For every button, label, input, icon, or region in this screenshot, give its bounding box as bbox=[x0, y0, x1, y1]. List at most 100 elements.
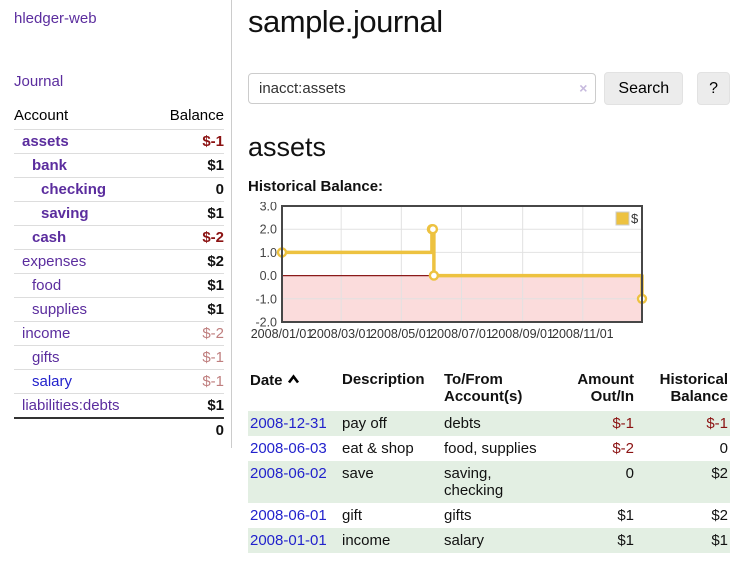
table-row: income $-2 bbox=[14, 321, 224, 346]
table-row: assets $-1 bbox=[14, 129, 224, 154]
table-row: gifts $-1 bbox=[14, 345, 224, 370]
account-balance: $1 bbox=[152, 393, 224, 418]
table-row: 2008-06-02 save saving, checking 0 $2 bbox=[248, 461, 730, 503]
transaction-description: income bbox=[340, 528, 442, 553]
table-row: saving $1 bbox=[14, 201, 224, 226]
svg-text:-2.0: -2.0 bbox=[255, 316, 277, 330]
sidebar-item-checking[interactable]: checking bbox=[41, 181, 107, 198]
table-row: cash $-2 bbox=[14, 225, 224, 250]
transaction-date-link[interactable]: 2008-12-31 bbox=[250, 415, 327, 432]
svg-text:2008/01/01: 2008/01/01 bbox=[251, 327, 314, 341]
register-col-amount: Amount Out/In bbox=[577, 371, 634, 405]
clear-search-icon[interactable]: × bbox=[579, 80, 588, 96]
accounts-header-row: Account Balance bbox=[14, 105, 224, 130]
sidebar-item-liabilities-debts[interactable]: liabilities:debts bbox=[22, 397, 120, 414]
accounts-table: Account Balance assets $-1 bank $1 check… bbox=[14, 105, 224, 442]
svg-text:-1.0: -1.0 bbox=[255, 292, 277, 306]
account-balance: $-1 bbox=[152, 345, 224, 370]
sidebar-item-bank[interactable]: bank bbox=[32, 157, 68, 174]
sidebar-item-assets[interactable]: assets bbox=[22, 133, 69, 150]
page-title: sample.journal bbox=[248, 4, 443, 39]
transaction-description: save bbox=[340, 461, 442, 503]
transaction-balance: 0 bbox=[719, 440, 728, 457]
search-form: × Search ? bbox=[248, 72, 730, 105]
register-col-description: Description bbox=[342, 371, 425, 388]
table-row: expenses $2 bbox=[14, 249, 224, 274]
transaction-balance: $-1 bbox=[636, 411, 730, 436]
transaction-amount: $-1 bbox=[550, 411, 636, 436]
transaction-date-link[interactable]: 2008-06-02 bbox=[250, 465, 327, 482]
table-row: 2008-06-01 gift gifts $1 $2 bbox=[248, 503, 730, 528]
app-brand-link[interactable]: hledger-web bbox=[14, 10, 97, 27]
table-row: salary $-1 bbox=[14, 369, 224, 394]
table-row: bank $1 bbox=[14, 153, 224, 178]
sidebar-item-income[interactable]: income bbox=[22, 325, 71, 342]
transaction-accounts: gifts bbox=[444, 507, 472, 524]
main-panel: sample.journal × Search ? assets Histori… bbox=[233, 0, 742, 553]
svg-text:0.0: 0.0 bbox=[260, 269, 277, 283]
register-table: Date Description To/From Account(s) Amou… bbox=[248, 369, 730, 553]
svg-text:2008/03/01: 2008/03/01 bbox=[310, 327, 373, 341]
svg-text:2008/11/01: 2008/11/01 bbox=[552, 327, 614, 341]
account-balance: $1 bbox=[152, 273, 224, 298]
sidebar-item-journal[interactable]: Journal bbox=[14, 73, 64, 90]
transaction-description: gift bbox=[342, 507, 363, 524]
svg-text:$: $ bbox=[631, 211, 639, 226]
account-balance: $-1 bbox=[152, 129, 224, 154]
table-row: 2008-12-31 pay off debts $-1 $-1 bbox=[248, 411, 730, 436]
account-balance: $1 bbox=[152, 201, 224, 226]
sort-ascending-icon bbox=[287, 371, 300, 388]
chart-heading: Historical Balance: bbox=[248, 178, 384, 195]
svg-text:2008/05/01: 2008/05/01 bbox=[370, 327, 433, 341]
transaction-date-link[interactable]: 2008-06-03 bbox=[250, 440, 327, 457]
transaction-date-link[interactable]: 2008-06-01 bbox=[250, 507, 327, 524]
table-row: food $1 bbox=[14, 273, 224, 298]
sidebar-item-salary[interactable]: salary bbox=[32, 373, 73, 390]
account-balance: $-2 bbox=[152, 321, 224, 346]
transaction-date-link[interactable]: 2008-01-01 bbox=[250, 532, 327, 549]
register-col-tofrom: To/From Account(s) bbox=[444, 371, 523, 405]
account-balance: $2 bbox=[152, 249, 224, 274]
help-button[interactable]: ? bbox=[697, 72, 730, 105]
register-col-date[interactable]: Date bbox=[248, 369, 340, 411]
sidebar: hledger-web Journal Account Balance asse… bbox=[0, 0, 232, 448]
svg-text:2008/09/01: 2008/09/01 bbox=[491, 327, 554, 341]
historical-balance-chart: 3.0 2.0 1.0 0.0 -1.0 -2.0 2008/01/01 2008/03/01… bbox=[248, 200, 730, 349]
transaction-description: pay off bbox=[340, 411, 442, 436]
sidebar-item-supplies[interactable]: supplies bbox=[32, 301, 88, 318]
svg-text:2008/07/01: 2008/07/01 bbox=[430, 327, 493, 341]
account-balance: $-2 bbox=[152, 225, 224, 250]
transaction-balance: $1 bbox=[636, 528, 730, 553]
transaction-amount: $-2 bbox=[612, 440, 634, 457]
accounts-total-value: 0 bbox=[152, 417, 224, 442]
sidebar-item-food[interactable]: food bbox=[32, 277, 62, 294]
table-row: liabilities:debts $1 bbox=[14, 393, 224, 418]
transaction-balance: $2 bbox=[711, 507, 728, 524]
transaction-accounts: food, supplies bbox=[444, 440, 537, 457]
transaction-amount: $1 bbox=[550, 528, 636, 553]
accounts-total-row: 0 bbox=[14, 417, 224, 442]
table-row: 2008-06-03 eat & shop food, supplies $-2… bbox=[248, 436, 730, 461]
register-header-row: Date Description To/From Account(s) Amou… bbox=[248, 369, 730, 411]
search-input[interactable] bbox=[248, 73, 597, 104]
svg-text:2.0: 2.0 bbox=[260, 223, 277, 237]
account-balance: 0 bbox=[152, 177, 224, 202]
transaction-accounts: debts bbox=[442, 411, 550, 436]
account-balance: $1 bbox=[152, 153, 224, 178]
transaction-description: eat & shop bbox=[342, 440, 414, 457]
account-balance: $1 bbox=[152, 297, 224, 322]
sidebar-item-gifts[interactable]: gifts bbox=[32, 349, 60, 366]
sidebar-item-saving[interactable]: saving bbox=[41, 205, 89, 222]
account-heading: assets bbox=[248, 132, 327, 162]
search-button[interactable]: Search bbox=[604, 72, 684, 105]
transaction-amount: $1 bbox=[617, 507, 634, 524]
transaction-amount: 0 bbox=[550, 461, 636, 503]
svg-text:3.0: 3.0 bbox=[260, 202, 277, 214]
line-chart-canvas: 3.0 2.0 1.0 0.0 -1.0 -2.02008/01/012008/03/01… bbox=[251, 200, 648, 341]
table-row: 2008-01-01 income salary $1 $1 bbox=[248, 528, 730, 553]
transaction-accounts: salary bbox=[442, 528, 550, 553]
transaction-accounts: saving, checking bbox=[442, 461, 550, 503]
register-col-balance: Historical Balance bbox=[659, 371, 728, 405]
sidebar-item-expenses[interactable]: expenses bbox=[22, 253, 87, 270]
sidebar-item-cash[interactable]: cash bbox=[32, 229, 67, 246]
